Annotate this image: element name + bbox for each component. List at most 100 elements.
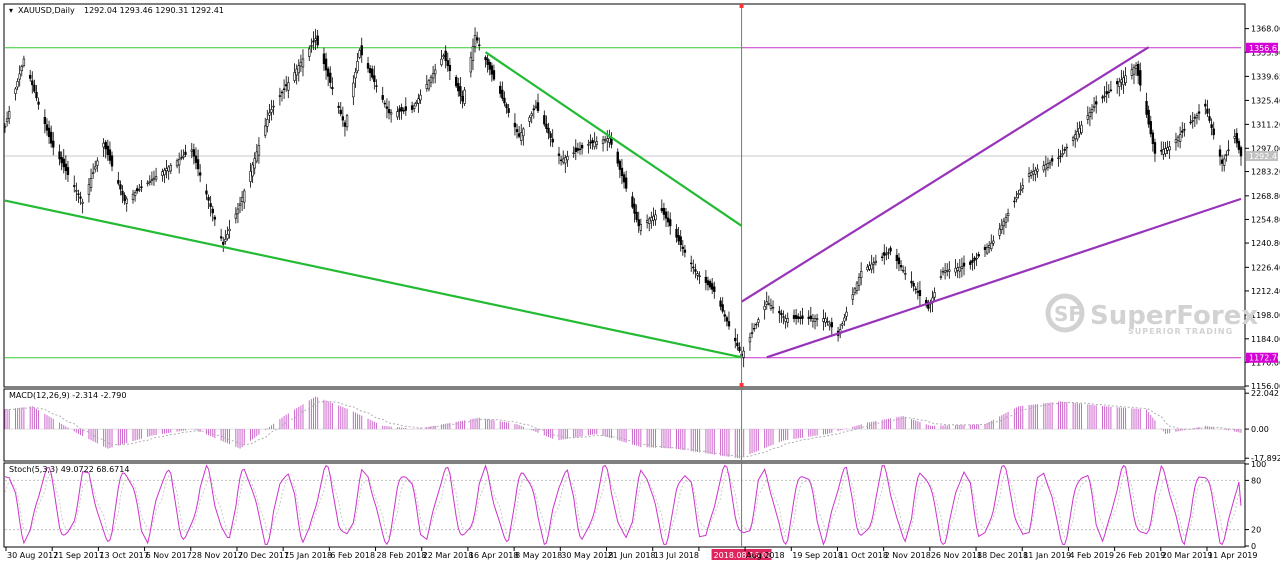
candle-body xyxy=(1237,140,1241,150)
candle xyxy=(154,167,158,182)
candle-body xyxy=(765,301,768,305)
time-tick-label: 16 Apr 2018 xyxy=(469,551,518,560)
candle xyxy=(264,117,267,139)
candle xyxy=(52,132,55,156)
candle-body xyxy=(866,266,869,271)
candle-body xyxy=(190,149,193,152)
candle xyxy=(1191,111,1194,129)
candle xyxy=(692,259,695,275)
candle-body xyxy=(1139,70,1142,86)
candle-body xyxy=(769,305,773,309)
candle xyxy=(213,215,217,226)
candle-body xyxy=(324,58,328,71)
price-tick-label: 1226.40 xyxy=(1251,263,1280,272)
candle-body xyxy=(973,257,976,261)
candle xyxy=(1149,115,1152,138)
candle xyxy=(345,113,349,131)
candle xyxy=(222,236,225,252)
candle-body xyxy=(1164,148,1167,154)
macd-pane-frame xyxy=(3,388,1246,462)
candle xyxy=(1212,121,1215,140)
candle xyxy=(948,261,951,279)
candle xyxy=(694,263,697,279)
candle xyxy=(1116,78,1119,94)
candle-body xyxy=(1118,81,1121,87)
candle-body xyxy=(736,342,739,347)
candle xyxy=(297,59,300,82)
time-tick-label: 26 Feb 2019 xyxy=(1116,551,1166,560)
candle-body xyxy=(738,346,741,352)
candle-body xyxy=(299,62,303,67)
chart-dropdown-icon[interactable]: ▾ xyxy=(9,6,13,15)
candle xyxy=(1136,60,1140,85)
candle-body xyxy=(478,44,481,46)
candle xyxy=(1176,135,1180,148)
candle xyxy=(1004,213,1008,229)
candle xyxy=(278,87,282,106)
candle-body xyxy=(870,263,873,270)
candle xyxy=(780,309,783,323)
candle xyxy=(117,171,120,186)
candle-body xyxy=(396,111,399,118)
candle-body xyxy=(677,234,680,242)
stoch-tick-label: 20 xyxy=(1251,526,1261,535)
crosshair-vertical[interactable] xyxy=(739,4,744,547)
price-tick-label: 1170.00 xyxy=(1251,358,1280,367)
time-tick-label: 11 Apr 2019 xyxy=(1208,551,1257,560)
candle xyxy=(209,196,212,217)
candle xyxy=(1103,86,1106,102)
candle xyxy=(704,269,708,291)
candle-body xyxy=(562,158,565,163)
trendline xyxy=(484,51,743,227)
candle-body xyxy=(184,151,187,155)
candle xyxy=(666,211,670,228)
price-tick-label: 1368.00 xyxy=(1251,25,1280,34)
candle-body xyxy=(87,184,91,195)
candle xyxy=(228,219,231,239)
candle-body xyxy=(136,188,139,192)
candle-body xyxy=(1063,148,1066,151)
candle xyxy=(45,118,49,136)
candle xyxy=(866,264,869,272)
candle xyxy=(381,86,384,103)
candle xyxy=(16,78,19,91)
candle xyxy=(677,227,680,245)
price-tick-label: 1339.65 xyxy=(1251,72,1280,81)
candle-body xyxy=(501,89,504,99)
candle xyxy=(3,123,7,133)
candle xyxy=(1044,155,1048,177)
candle-body xyxy=(608,137,611,143)
candle xyxy=(1130,63,1134,80)
candle-body xyxy=(1061,153,1064,156)
candle-body xyxy=(669,219,672,227)
candle xyxy=(1195,112,1199,125)
candle xyxy=(767,295,771,306)
candle-body xyxy=(637,219,640,227)
candle xyxy=(853,287,857,296)
candle-body xyxy=(1136,63,1140,76)
candle xyxy=(880,252,884,262)
candle xyxy=(110,151,114,172)
time-tick-label: 15 Jan 2018 xyxy=(284,551,332,560)
candle xyxy=(868,261,871,272)
candle xyxy=(616,148,619,167)
candle-body xyxy=(35,91,38,99)
candle-body xyxy=(312,40,315,43)
candle xyxy=(1019,182,1022,196)
candle xyxy=(1088,107,1092,127)
candle xyxy=(503,91,506,107)
time-tick-label: 21 Jun 2018 xyxy=(608,551,656,560)
candle xyxy=(167,165,170,180)
candle-body xyxy=(727,321,731,327)
candle-body xyxy=(664,211,668,219)
candle-body xyxy=(1206,108,1209,114)
candle xyxy=(243,188,246,209)
candle xyxy=(337,102,340,114)
candle-body xyxy=(587,144,590,146)
candle xyxy=(234,207,238,224)
candle-body xyxy=(459,86,462,97)
candle-body xyxy=(1153,142,1157,154)
candle xyxy=(1139,62,1142,92)
candle-body xyxy=(853,288,857,294)
